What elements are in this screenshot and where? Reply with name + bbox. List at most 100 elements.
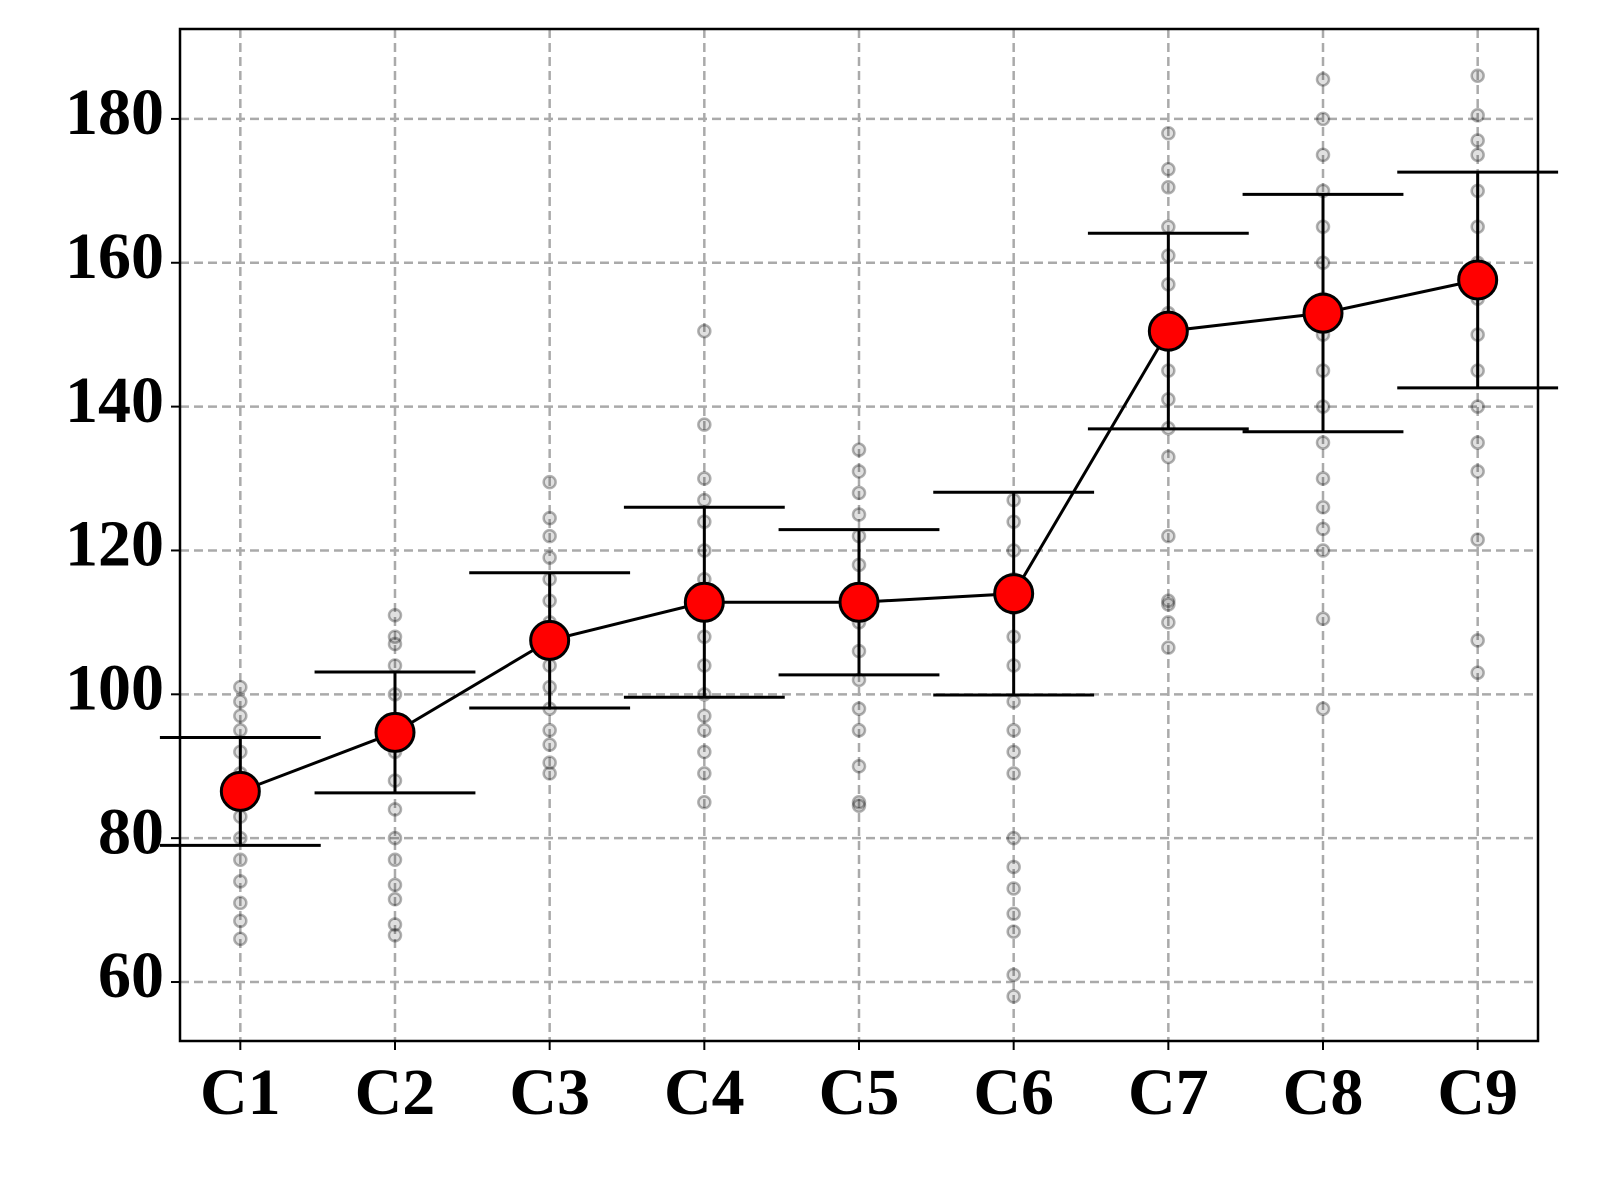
sample-point (1161, 615, 1176, 630)
sample-point (233, 679, 248, 695)
sample-point (697, 766, 712, 781)
sample-point (233, 694, 248, 709)
sample-point (1470, 665, 1485, 680)
y-tick-label: 100 (65, 651, 164, 724)
sample-point (1470, 147, 1485, 163)
sample-point (542, 723, 557, 738)
y-tick-label: 120 (65, 508, 164, 581)
mean-marker (374, 711, 416, 753)
sample-point (697, 492, 712, 508)
sample-point (1006, 924, 1021, 939)
x-tick-label: C1 (200, 1056, 281, 1129)
sample-point (387, 830, 403, 846)
x-tick-label: C3 (509, 1056, 590, 1129)
sample-point (1006, 881, 1021, 896)
sample-point (1470, 133, 1485, 148)
x-tick-label: C5 (819, 1056, 900, 1129)
sample-point (697, 417, 712, 432)
sample-point (1006, 906, 1021, 921)
sample-point (1470, 108, 1485, 123)
sample-point (1315, 500, 1331, 515)
sample-point (1470, 464, 1485, 479)
sample-point (851, 758, 867, 774)
sample-point (542, 510, 557, 526)
sample-point (697, 794, 712, 810)
sample-point (542, 528, 557, 544)
sample-point (233, 874, 248, 889)
sample-point (387, 928, 403, 943)
sample-point (1315, 471, 1331, 486)
sample-point (851, 507, 867, 522)
sample-point (1006, 744, 1021, 760)
sample-point (1161, 528, 1176, 544)
y-tick-label: 160 (65, 220, 164, 293)
sample-point (851, 485, 867, 501)
sample-point (1470, 68, 1485, 84)
sample-point (1315, 543, 1331, 558)
mean-marker (683, 581, 725, 623)
sample-point (1161, 162, 1176, 177)
sample-point (1315, 147, 1331, 163)
sample-point (1006, 859, 1021, 875)
sample-point (387, 802, 403, 817)
sample-point (1006, 723, 1021, 738)
sample-point (387, 636, 403, 652)
sample-point (233, 723, 248, 738)
sample-point (1315, 521, 1331, 537)
y-tick-label: 140 (65, 364, 164, 437)
sample-point (233, 913, 248, 929)
sample-point (233, 708, 248, 724)
y-tick-label: 80 (98, 795, 164, 868)
sample-point (1006, 766, 1021, 781)
sample-point (851, 723, 867, 738)
sample-point (1006, 830, 1021, 846)
sample-point (697, 471, 712, 486)
sample-point (387, 658, 403, 673)
sample-point (387, 852, 403, 867)
x-tick-label: C2 (355, 1056, 436, 1129)
sample-point (542, 474, 557, 490)
sample-point (542, 737, 557, 752)
sample-point (851, 798, 867, 814)
sample-point (1161, 126, 1176, 141)
sample-point (697, 744, 712, 760)
sample-point (697, 323, 712, 339)
sample-point (1470, 435, 1485, 450)
sample-point (1470, 532, 1485, 547)
sample-point (542, 550, 557, 565)
sample-point (851, 464, 867, 479)
y-tick-label: 60 (98, 939, 164, 1012)
sample-point (1161, 640, 1176, 655)
plot-frame (178, 27, 1540, 1043)
sample-point (1470, 399, 1485, 414)
sample-point (1315, 111, 1331, 127)
sample-point (1161, 597, 1176, 612)
mean-marker (219, 770, 261, 812)
x-tick-label: C6 (973, 1056, 1054, 1129)
x-tick-label: C7 (1128, 1056, 1209, 1129)
sample-point (1161, 449, 1176, 465)
sample-point (1315, 611, 1331, 627)
sample-point (1315, 72, 1331, 87)
sample-point (1470, 633, 1485, 648)
sample-point (1161, 593, 1176, 609)
sample-point (233, 852, 248, 867)
sample-point (697, 708, 712, 724)
sample-point (1161, 179, 1176, 195)
y-tick-label: 180 (65, 76, 164, 149)
mean-marker (1457, 259, 1499, 301)
sample-point (542, 766, 557, 781)
sample-point (1006, 967, 1021, 983)
mean-marker (993, 573, 1035, 615)
sample-point (1006, 694, 1021, 709)
sample-point (233, 931, 248, 947)
sample-point (233, 895, 248, 911)
sample-point (387, 877, 403, 893)
sample-point (1315, 701, 1331, 716)
x-tick-label: C8 (1283, 1056, 1364, 1129)
mean-marker (1147, 310, 1189, 352)
mean-marker (838, 581, 880, 623)
sample-point (387, 917, 403, 932)
